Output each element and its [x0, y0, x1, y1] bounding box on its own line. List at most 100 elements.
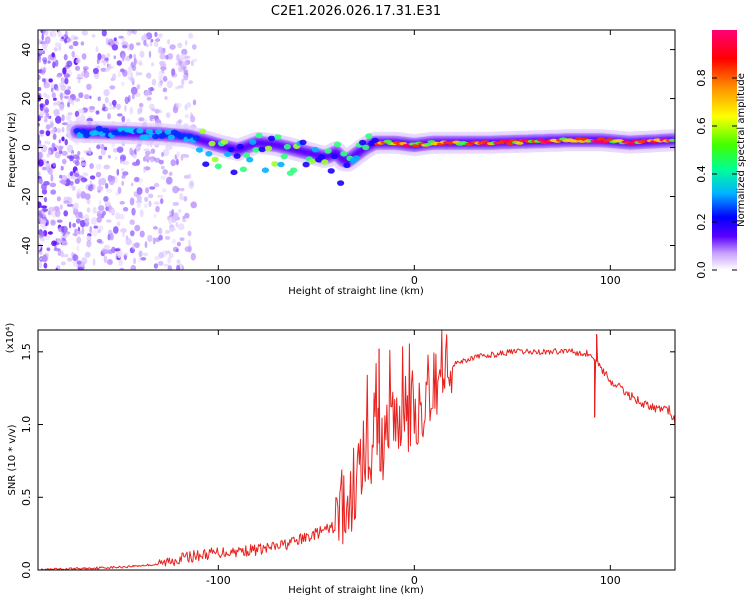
noise-speckle — [121, 115, 126, 123]
noise-speckle — [105, 37, 109, 46]
noise-speckle — [77, 108, 85, 114]
noise-speckle — [61, 122, 68, 126]
noise-speckle — [56, 109, 59, 117]
noise-speckle — [53, 101, 57, 106]
noise-speckle — [38, 74, 41, 81]
noise-speckle — [136, 72, 143, 76]
y-tick-label: -40 — [20, 237, 33, 255]
noise-speckle — [62, 67, 67, 75]
noise-speckle — [48, 206, 55, 212]
noise-speckle — [60, 92, 63, 101]
noise-speckle — [55, 267, 59, 270]
noise-speckle — [57, 30, 62, 38]
noise-speckle — [133, 191, 138, 197]
noise-speckle — [39, 232, 45, 237]
noise-speckle — [138, 102, 144, 108]
noise-speckle — [130, 264, 137, 270]
noise-speckle — [81, 177, 87, 183]
noise-speckle — [169, 226, 177, 232]
noise-speckle — [151, 62, 155, 67]
noise-speckle — [91, 229, 98, 237]
noise-speckle — [74, 178, 80, 184]
noise-speckle — [58, 146, 63, 152]
noise-speckle — [46, 160, 49, 164]
noise-speckle — [162, 169, 168, 175]
noise-speckle — [38, 55, 41, 63]
noise-speckle — [154, 41, 159, 47]
snr-y-label: SNR (10 * v/v) — [7, 424, 18, 495]
noise-speckle — [49, 182, 57, 188]
noise-speckle — [183, 69, 189, 75]
noise-speckle — [139, 209, 144, 218]
noise-speckle — [144, 241, 148, 249]
noise-speckle — [128, 65, 133, 73]
ridge-blob — [152, 133, 160, 140]
noise-speckle — [106, 188, 113, 193]
noise-speckle — [40, 205, 48, 209]
noise-speckle — [153, 213, 157, 219]
noise-speckle — [80, 219, 86, 228]
noise-speckle — [143, 166, 146, 173]
noise-speckle — [168, 253, 174, 258]
noise-speckle — [170, 159, 177, 167]
noise-speckle — [104, 57, 109, 61]
noise-speckle — [95, 171, 102, 178]
noise-speckle — [77, 73, 82, 78]
noise-speckle — [50, 30, 57, 38]
noise-speckle — [140, 257, 147, 261]
x-tick-label: 100 — [600, 574, 621, 587]
noise-speckle — [116, 103, 121, 110]
noise-speckle — [179, 237, 185, 242]
ridge-blob — [333, 141, 342, 148]
noise-speckle — [92, 258, 96, 267]
noise-speckle — [75, 211, 80, 219]
noise-speckle — [50, 87, 54, 93]
noise-speckle — [43, 181, 50, 186]
noise-speckle — [161, 188, 167, 193]
ridge-blob — [155, 129, 163, 135]
noise-speckle — [181, 78, 185, 86]
noise-speckle — [53, 248, 61, 252]
noise-speckle — [154, 255, 161, 261]
noise-speckle — [150, 148, 156, 154]
noise-speckle — [163, 263, 170, 267]
noise-speckle — [116, 168, 120, 176]
noise-speckle — [147, 234, 153, 242]
noise-speckle — [126, 30, 132, 36]
noise-speckle — [120, 168, 125, 172]
x-tick-label: 0 — [411, 274, 418, 287]
noise-speckle — [96, 216, 102, 223]
colorbar-tick-label: 0.6 — [695, 117, 708, 135]
snr-panel: -100 0 100 0.0 0.5 1.0 1.5 (x10⁴) Height of st… — [5, 323, 676, 596]
noise-speckle — [50, 174, 54, 182]
noise-speckle — [64, 77, 69, 85]
noise-speckle — [106, 259, 113, 265]
ridge-blob — [318, 154, 326, 160]
noise-speckle — [157, 46, 163, 54]
noise-speckle — [144, 90, 150, 98]
noise-speckle — [50, 219, 56, 226]
noise-speckle — [61, 136, 65, 142]
noise-speckle — [84, 251, 91, 258]
noise-speckle — [61, 114, 65, 122]
ridge-blob — [233, 153, 241, 159]
ridge-blob — [343, 162, 351, 169]
noise-speckle — [143, 40, 147, 46]
noise-speckle — [45, 163, 51, 169]
noise-speckle — [43, 262, 48, 269]
noise-speckle — [181, 153, 188, 158]
noise-speckle — [178, 119, 183, 124]
spectrogram-x-label: Height of straight line (km) — [288, 286, 424, 297]
noise-speckle — [122, 207, 129, 212]
noise-speckle — [176, 259, 181, 264]
noise-speckle — [74, 65, 81, 71]
noise-speckle — [47, 210, 52, 216]
noise-speckle — [158, 227, 163, 235]
noise-speckle — [46, 167, 50, 172]
noise-speckle — [131, 93, 135, 100]
noise-speckle — [184, 114, 190, 119]
spectrogram-frame — [37, 29, 676, 271]
noise-speckle — [150, 39, 154, 43]
noise-speckle — [47, 231, 53, 235]
